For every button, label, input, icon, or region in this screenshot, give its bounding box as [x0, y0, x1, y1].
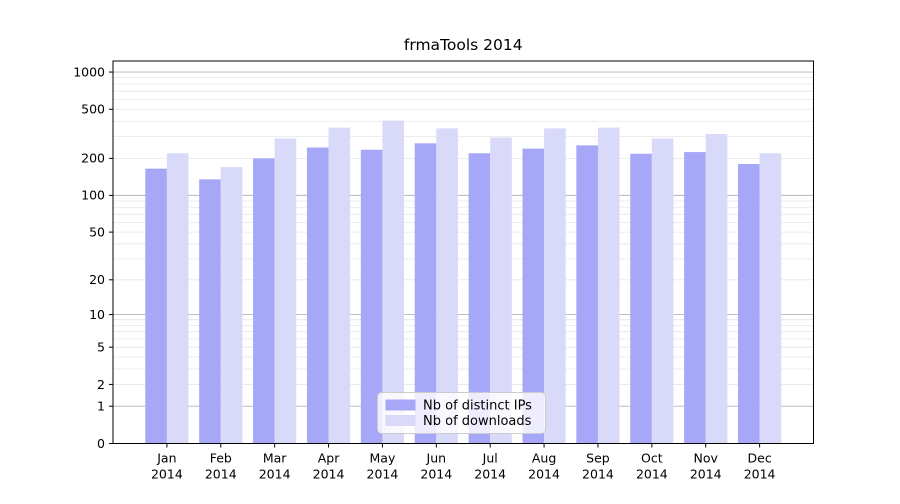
- x-tick-label-year: 2014: [151, 467, 183, 482]
- bar-downloads: [544, 128, 566, 444]
- y-tick-label: 1000: [73, 64, 105, 79]
- x-tick-label-month: Apr: [318, 451, 340, 466]
- bar-downloads: [759, 153, 782, 444]
- bar-distinct-ips: [630, 153, 652, 444]
- bar-downloads: [436, 128, 458, 444]
- x-tick-label-month: Sep: [586, 451, 610, 466]
- x-tick-label-month: Dec: [748, 451, 772, 466]
- legend-label: Nb of downloads: [423, 414, 532, 429]
- y-tick-label: 10: [89, 307, 105, 322]
- x-tick-label-year: 2014: [690, 467, 722, 482]
- x-tick-label-year: 2014: [744, 467, 776, 482]
- bar-downloads: [220, 167, 243, 444]
- legend-swatch: [385, 415, 416, 426]
- x-tick-label-month: May: [370, 451, 396, 466]
- legend-swatch: [385, 399, 416, 411]
- bar-distinct-ips: [576, 145, 598, 444]
- x-tick-label-month: Feb: [210, 451, 232, 466]
- legend-label: Nb of distinct IPs: [423, 399, 532, 414]
- y-tick-label: 500: [81, 102, 105, 117]
- bar-downloads: [490, 137, 512, 444]
- bar-distinct-ips: [253, 158, 275, 444]
- bar-distinct-ips: [468, 153, 491, 444]
- bar-distinct-ips: [684, 152, 706, 444]
- x-tick-label-month: Aug: [532, 451, 556, 466]
- bar-downloads: [328, 127, 351, 444]
- bar-downloads: [651, 138, 674, 444]
- x-tick-label-month: Jan: [156, 451, 176, 466]
- x-tick-label-month: Oct: [641, 451, 663, 466]
- x-tick-label-year: 2014: [259, 467, 291, 482]
- x-tick-label-year: 2014: [474, 467, 506, 482]
- bar-downloads: [166, 153, 189, 444]
- x-tick-label-month: Jul: [482, 451, 498, 466]
- y-tick-label: 5: [97, 340, 105, 355]
- x-tick-label-year: 2014: [582, 467, 614, 482]
- y-tick-label: 100: [81, 188, 105, 203]
- y-tick-label: 0: [97, 436, 105, 451]
- x-axis: Jan2014Feb2014Mar2014Apr2014May2014Jun20…: [151, 443, 776, 482]
- bar-distinct-ips: [738, 163, 760, 444]
- bar-downloads: [382, 120, 405, 444]
- bars-group: [145, 120, 782, 444]
- chart-title: frmaTools 2014: [404, 36, 523, 54]
- x-tick-label-year: 2014: [367, 467, 399, 482]
- bar-downloads: [597, 127, 620, 444]
- bar-distinct-ips: [306, 147, 329, 444]
- y-tick-label: 200: [81, 151, 105, 166]
- bar-distinct-ips: [360, 149, 383, 444]
- bar-distinct-ips: [145, 168, 167, 444]
- x-tick-label-month: Jun: [426, 451, 447, 466]
- bar-distinct-ips: [199, 179, 221, 444]
- x-tick-label-year: 2014: [205, 467, 237, 482]
- x-tick-label-month: Mar: [263, 451, 287, 466]
- x-tick-label-month: Nov: [694, 451, 719, 466]
- x-tick-label-year: 2014: [636, 467, 668, 482]
- x-tick-label-year: 2014: [528, 467, 560, 482]
- x-tick-label-year: 2014: [420, 467, 452, 482]
- y-tick-label: 2: [97, 377, 105, 392]
- x-tick-label-year: 2014: [313, 467, 345, 482]
- bar-downloads: [274, 138, 297, 444]
- y-tick-label: 50: [89, 224, 105, 239]
- y-axis: 0 1 2 5 10 20 50 100 200 500 1000: [73, 64, 113, 451]
- y-tick-label: 20: [89, 272, 105, 287]
- bar-downloads: [705, 134, 728, 444]
- plot-frame: [112, 60, 814, 444]
- y-tick-label: 1: [97, 399, 105, 414]
- bar-distinct-ips: [522, 148, 545, 444]
- legend-box: [377, 392, 546, 434]
- bar-distinct-ips: [414, 143, 437, 444]
